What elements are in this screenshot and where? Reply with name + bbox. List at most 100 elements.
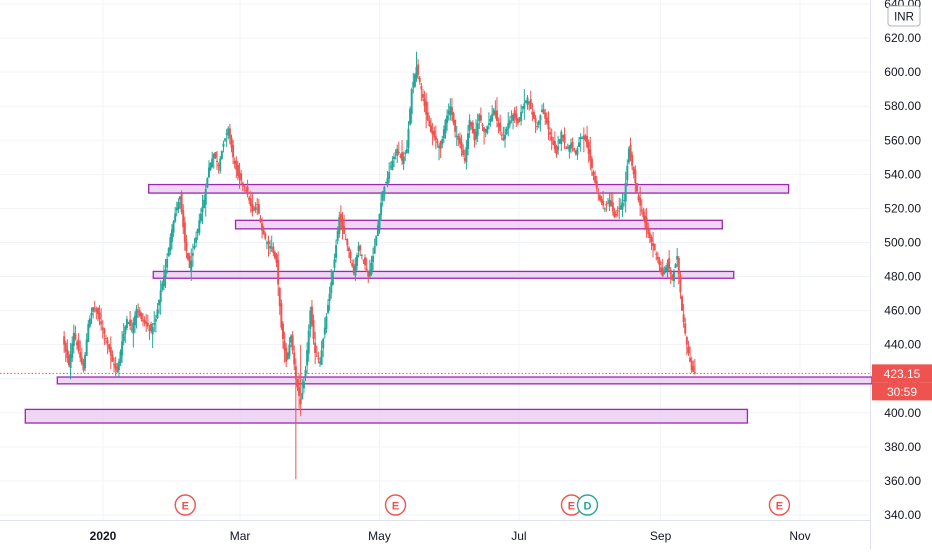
candle-body [378,214,381,231]
candle-body [433,130,436,138]
candle-body [450,107,453,115]
candle-body [111,354,114,362]
candle-body [228,128,231,138]
candle-body [537,120,540,125]
dividend-marker-label: D [583,501,591,513]
candle-body [515,113,518,121]
candle-body [606,202,609,204]
candle-body [219,158,222,171]
candle-body [108,343,111,350]
candle-body [214,152,217,158]
candle-body [603,208,606,210]
candle-body [412,81,415,88]
candle-body [278,288,281,307]
candle-body [109,347,112,356]
candle-body [632,167,635,175]
candle-body [375,235,378,246]
candle-body [230,137,233,148]
countdown-badge [872,382,932,401]
candle-body [323,327,326,335]
candle-body [175,207,178,211]
candle-body [426,112,429,121]
candle-body [407,128,410,148]
candle-body [322,338,325,349]
candle-body [159,290,162,302]
candle-body [405,148,408,154]
candle-body [631,154,634,166]
candle-body [101,327,104,330]
candle-body [690,360,693,371]
candle-body [566,147,569,149]
price-tick-label: 460.00 [884,304,921,318]
candle-body [640,209,643,212]
candle-body [555,145,558,154]
candle-body [104,338,107,340]
candle-body [639,197,642,206]
candle-body [85,339,88,356]
candle-body [619,205,622,210]
candle-body [293,352,296,365]
candle-body [190,260,193,273]
currency-label-group[interactable]: INR [887,5,921,27]
time-tick-label: 2020 [90,529,117,543]
candle-body [162,276,165,287]
candle-body [344,239,347,241]
candle-body [500,134,503,136]
candle-body [658,259,661,266]
candle-body [349,252,352,259]
candle-body [71,343,74,359]
candle-body [463,157,466,161]
candle-body [124,326,127,335]
candle-body [528,101,531,104]
candle-body [668,258,671,269]
candle-body [206,178,209,188]
earnings-marker-label: E [182,501,189,513]
candle-body [333,259,336,268]
candle-body [346,239,349,246]
candle-body [330,282,333,294]
dividend-marker [576,494,599,516]
earnings-marker [768,494,791,516]
candle-body [397,151,400,153]
price-tick-label: 540.00 [884,167,921,181]
candle-body [373,245,376,254]
candle-body [587,142,590,154]
candle-body [191,253,194,256]
candle-body [240,173,243,181]
price-axis[interactable]: 340.00360.00380.00400.00420.00440.00460.… [884,0,921,522]
time-axis[interactable]: 2020 Mar May Jul Sep Nov [90,529,811,543]
candle-body [132,322,135,334]
candle-body [547,120,550,129]
candle-body [516,118,519,124]
candle-body [84,354,87,369]
candle-body [444,119,447,134]
candle-body [578,142,581,147]
candle-body [476,123,479,136]
candle-body [187,253,190,260]
candle-body [384,182,387,184]
candle-body [331,270,334,285]
candle-body [372,256,375,263]
candle-body [251,204,254,212]
candle-body [259,218,262,223]
candle-body [541,109,544,113]
candle-body [227,128,230,136]
candle-body [505,128,508,135]
candle-body [520,111,523,122]
candle-body [341,218,344,229]
price-tick-label: 340.00 [884,508,921,522]
candle-body [133,315,136,326]
candle-body [137,311,140,313]
candle-body [518,117,521,119]
candle-body [655,253,658,255]
candle-body [529,99,532,110]
candle-body [552,140,555,145]
candle-body [513,110,516,118]
candle-body [417,64,420,75]
candle-body [249,198,252,207]
candle-body [594,175,597,183]
candle-body [682,314,685,322]
candle-body [246,186,249,195]
candle-body [211,158,214,168]
